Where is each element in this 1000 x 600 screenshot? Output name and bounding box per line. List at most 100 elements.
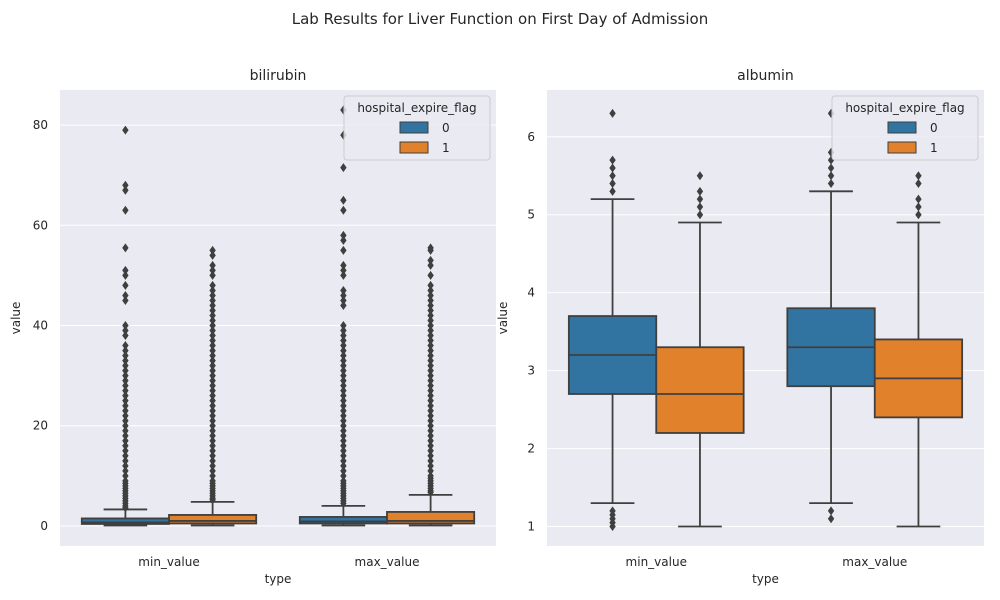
- outlier-point: [340, 446, 347, 456]
- outlier-point: [915, 194, 922, 204]
- outlier-point: [427, 376, 434, 386]
- outlier-point: [122, 431, 129, 441]
- outlier-point: [427, 245, 434, 255]
- outlier-point: [340, 391, 347, 401]
- outlier-point: [122, 356, 129, 366]
- outlier-point: [122, 205, 129, 215]
- outlier-point: [427, 351, 434, 361]
- outlier-point: [340, 411, 347, 421]
- outlier-point: [340, 466, 347, 476]
- outlier-point: [209, 285, 216, 295]
- outlier-point: [340, 205, 347, 215]
- outlier-point: [209, 436, 216, 446]
- y-axis-label: value: [496, 302, 510, 335]
- outlier-point: [209, 245, 216, 255]
- outlier-point: [427, 356, 434, 366]
- outlier-point: [340, 436, 347, 446]
- outlier-point: [122, 461, 129, 471]
- outlier-point: [122, 471, 129, 481]
- outlier-point: [209, 456, 216, 466]
- outlier-point: [122, 446, 129, 456]
- outlier-point: [209, 331, 216, 341]
- outlier-point: [340, 498, 347, 508]
- outlier-point: [209, 416, 216, 426]
- outlier-point: [340, 260, 347, 270]
- outlier-point: [340, 326, 347, 336]
- outlier-point: [122, 503, 129, 513]
- outlier-point: [209, 260, 216, 270]
- outlier-point: [427, 421, 434, 431]
- outlier-point: [122, 396, 129, 406]
- y-tick-label: 3: [527, 364, 535, 378]
- outlier-point: [209, 326, 216, 336]
- y-tick-label: 4: [527, 286, 535, 300]
- outlier-point: [209, 361, 216, 371]
- x-axis-label: type: [265, 572, 292, 586]
- outlier-point: [122, 185, 129, 195]
- outlier-point: [209, 386, 216, 396]
- outlier-point: [340, 471, 347, 481]
- legend: hospital_expire_flag 0 1: [831, 95, 979, 161]
- outlier-point: [427, 451, 434, 461]
- outlier-point: [340, 416, 347, 426]
- outlier-point: [340, 321, 347, 331]
- outlier-point: [340, 406, 347, 416]
- outlier-point: [340, 456, 347, 466]
- box-max_value-flag-1: [873, 171, 964, 528]
- outlier-point: [209, 305, 216, 315]
- outlier-point: [122, 346, 129, 356]
- outlier-point: [609, 155, 616, 165]
- outlier-point: [427, 371, 434, 381]
- outlier-point: [827, 163, 835, 173]
- box-max_value-flag-1: [386, 243, 476, 527]
- outlier-point: [427, 300, 434, 310]
- outlier-point: [340, 270, 347, 280]
- outlier-point: [340, 376, 347, 386]
- outlier-point: [209, 270, 216, 280]
- outlier-point: [209, 446, 216, 456]
- subplot-title: bilirubin: [250, 68, 307, 84]
- outlier-point: [340, 300, 347, 310]
- legend-title: hospital_expire_flag: [357, 101, 476, 115]
- outlier-point: [122, 386, 129, 396]
- outlier-point: [122, 361, 129, 371]
- outlier-point: [427, 446, 434, 456]
- outlier-point: [122, 456, 129, 466]
- outlier-point: [122, 406, 129, 416]
- outlier-point: [209, 441, 216, 451]
- outlier-point: [340, 361, 347, 371]
- y-tick-label: 0: [40, 519, 48, 533]
- outlier-point: [122, 371, 129, 381]
- legend-swatch: [399, 121, 429, 134]
- outlier-point: [122, 243, 129, 253]
- y-tick-label: 6: [527, 130, 535, 144]
- outlier-point: [609, 171, 616, 181]
- outlier-point: [209, 396, 216, 406]
- x-tick-label: max_value: [355, 555, 420, 569]
- outlier-point: [122, 341, 129, 351]
- outlier-point: [609, 163, 616, 173]
- outlier-point: [122, 411, 129, 421]
- outlier-point: [427, 305, 434, 315]
- outlier-point: [696, 186, 704, 196]
- outlier-point: [340, 426, 347, 436]
- x-axis-label: type: [752, 572, 779, 586]
- outlier-point: [915, 210, 922, 220]
- outlier-point: [122, 391, 129, 401]
- outlier-point: [340, 245, 347, 255]
- outlier-point: [122, 441, 129, 451]
- outlier-point: [122, 376, 129, 386]
- outlier-point: [209, 451, 216, 461]
- outlier-point: [209, 406, 216, 416]
- outlier-point: [209, 295, 216, 305]
- outlier-point: [209, 461, 216, 471]
- outlier-point: [209, 381, 216, 391]
- outlier-point: [122, 280, 129, 290]
- legend-swatch: [399, 141, 429, 154]
- outlier-point: [122, 295, 129, 305]
- outlier-point: [209, 471, 216, 481]
- outlier-point: [427, 336, 434, 346]
- outlier-point: [209, 341, 216, 351]
- outlier-point: [427, 466, 434, 476]
